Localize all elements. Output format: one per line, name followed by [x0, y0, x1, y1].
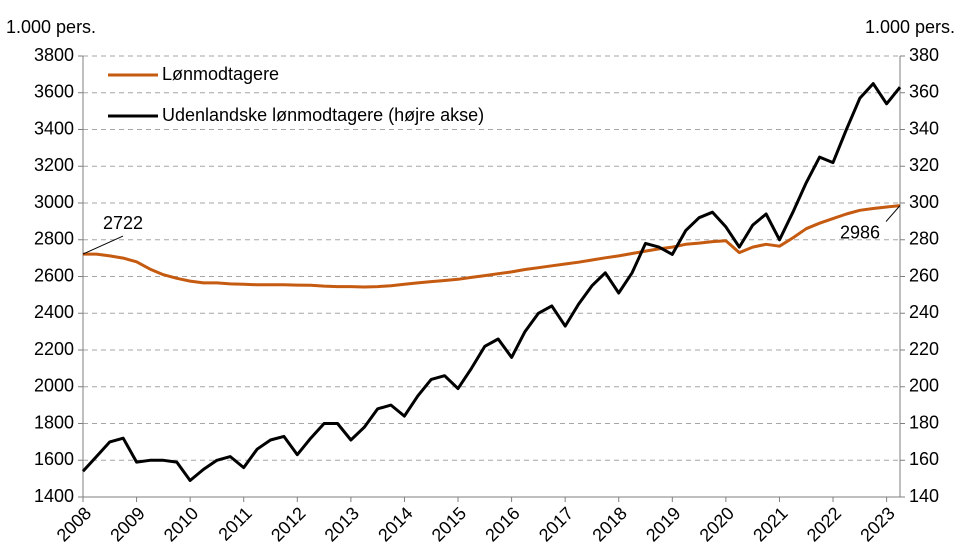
- y2-axis-label: 1.000 pers.: [865, 17, 955, 37]
- x-tick-label: 2011: [214, 503, 256, 545]
- x-tick-label: 2014: [374, 503, 416, 545]
- series-line: [81, 82, 902, 482]
- y2-tick-label: 340: [909, 118, 939, 138]
- x-tick-label: 2016: [481, 503, 523, 545]
- y2-tick-label: 320: [909, 155, 939, 175]
- legend-label: Lønmodtagere: [162, 64, 279, 84]
- y2-tick-label: 380: [909, 45, 939, 65]
- y-tick-label: 1600: [34, 449, 74, 469]
- y-tick-label: 2000: [34, 376, 74, 396]
- y-tick-label: 2200: [34, 339, 74, 359]
- series-line: [83, 204, 901, 289]
- y2-tick-label: 220: [909, 339, 939, 359]
- y2-tick-label: 140: [909, 486, 939, 506]
- y2-tick-label: 180: [909, 412, 939, 432]
- x-tick-label: 2008: [53, 503, 95, 545]
- x-tick-label: 2017: [535, 503, 577, 545]
- y-tick-label: 2400: [34, 302, 74, 322]
- x-tick-label: 2021: [749, 503, 791, 545]
- y-tick-label: 3400: [34, 118, 74, 138]
- y-tick-label: 3200: [34, 155, 74, 175]
- y-axis-label: 1.000 pers.: [6, 17, 96, 37]
- y-tick-label: 1800: [34, 412, 74, 432]
- y2-tick-label: 200: [909, 376, 939, 396]
- x-tick-label: 2020: [696, 503, 738, 545]
- x-tick-label: 2010: [160, 503, 202, 545]
- y2-tick-label: 360: [909, 82, 939, 102]
- x-tick-label: 2012: [267, 503, 309, 545]
- y2-tick-label: 240: [909, 302, 939, 322]
- x-tick-label: 2009: [106, 503, 148, 545]
- x-tick-label: 2019: [642, 503, 684, 545]
- x-tick-label: 2013: [321, 503, 363, 545]
- y-tick-label: 3000: [34, 192, 74, 212]
- x-tick-label: 2015: [428, 503, 470, 545]
- annotation-leader: [82, 235, 124, 255]
- y-tick-label: 3600: [34, 82, 74, 102]
- y2-tick-label: 280: [909, 229, 939, 249]
- annotation: 2722: [103, 213, 143, 233]
- y-tick-label: 2800: [34, 229, 74, 249]
- y-tick-label: 1400: [34, 486, 74, 506]
- annotation: 2986: [840, 222, 880, 242]
- annotation-leader: [885, 205, 901, 222]
- y2-tick-label: 160: [909, 449, 939, 469]
- x-tick-label: 2018: [588, 503, 630, 545]
- y-tick-label: 2600: [34, 265, 74, 285]
- legend-label: Udenlandske lønmodtagere (højre akse): [162, 105, 484, 125]
- x-tick-label: 2022: [803, 503, 845, 545]
- y2-tick-label: 300: [909, 192, 939, 212]
- y-tick-label: 3800: [34, 45, 74, 65]
- y2-tick-label: 260: [909, 265, 939, 285]
- x-tick-label: 2023: [856, 503, 898, 545]
